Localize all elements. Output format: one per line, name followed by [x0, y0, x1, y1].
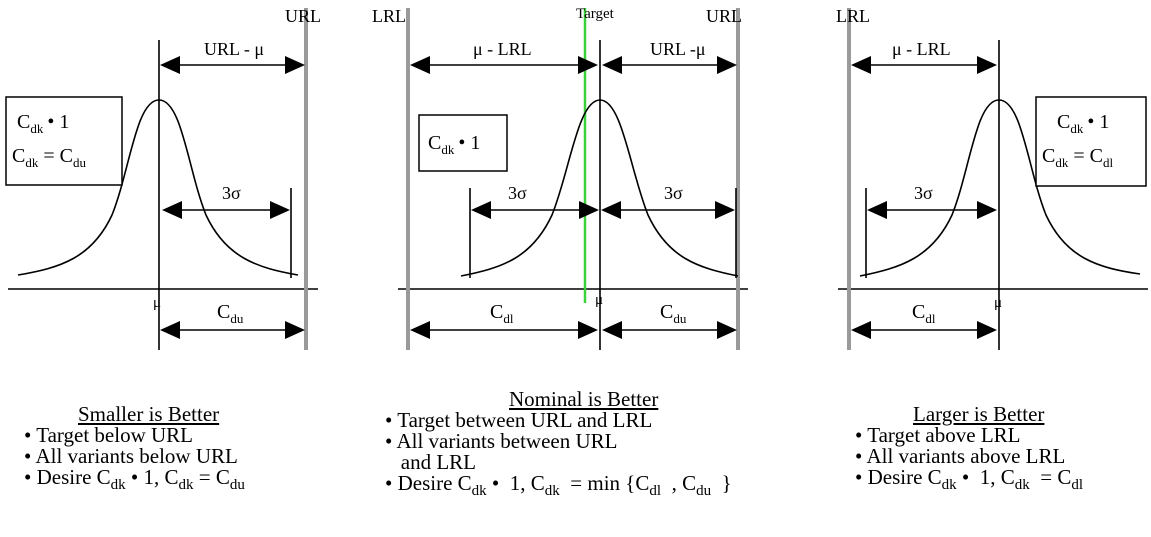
arrowhead-right: [977, 56, 997, 74]
caption-title: Larger is Better: [913, 402, 1045, 426]
caption-larger-is-better: Larger is Better • Target above LRL • Al…: [855, 402, 1084, 493]
mu-label: μ: [153, 295, 161, 311]
arrowhead-right: [977, 201, 997, 219]
caption-bullet: • All variants below URL: [24, 444, 238, 468]
box-line-2: Cdk = Cdl: [1042, 145, 1113, 170]
arrowhead-right: [578, 56, 598, 74]
arrowhead-right: [285, 321, 305, 339]
mu-minus-lrl-label: μ - LRL: [892, 39, 951, 59]
arrowhead-left: [160, 56, 180, 74]
panel-smaller-is-better: URL URL - μ 3σ μ Cdu Cdk • 1 Cdk = Cdu: [5, 6, 321, 350]
distribution-curve: [17, 99, 299, 276]
arrowhead-left: [867, 201, 887, 219]
caption-smaller-is-better: Smaller is Better • Target below URL • A…: [24, 402, 245, 493]
arrowhead-left: [602, 321, 622, 339]
panel-nominal-is-better: LRL URL Target μ - LRL URL -μ 3σ 3σ μ Cd…: [372, 6, 748, 350]
box-line-1: Cdk • 1: [428, 132, 480, 157]
box-line-1: Cdk • 1: [1057, 111, 1109, 136]
arrowhead-right: [578, 321, 598, 339]
three-sigma-label: 3σ: [914, 183, 933, 203]
caption-title: Nominal is Better: [509, 387, 659, 411]
mu-label: μ: [595, 292, 603, 308]
arrowhead-left: [851, 321, 871, 339]
arrowhead-left: [851, 56, 871, 74]
arrowhead-left: [601, 201, 621, 219]
three-sigma-label-right: 3σ: [664, 183, 683, 203]
url-label: URL: [285, 6, 321, 26]
caption-bullet: • Target between URL and LRL: [385, 408, 653, 432]
url-minus-mu-label: URL - μ: [204, 39, 264, 59]
arrowhead-left: [471, 201, 491, 219]
panel-larger-is-better: LRL μ - LRL 3σ μ Cdl Cdk • 1 Cdk = Cdl: [836, 6, 1148, 350]
arrowhead-right: [579, 201, 599, 219]
condition-box: [418, 114, 508, 172]
url-label: URL: [706, 6, 742, 26]
arrowhead-left: [160, 321, 180, 339]
caption-nominal-is-better: Nominal is Better • Target between URL a…: [385, 387, 732, 499]
cdu-label: Cdu: [660, 301, 687, 326]
cdl-label: Cdl: [490, 301, 514, 326]
arrowhead-right: [717, 56, 737, 74]
arrowhead-right: [285, 56, 305, 74]
arrowhead-right: [977, 321, 997, 339]
lrl-label: LRL: [836, 6, 870, 26]
arrowhead-left: [410, 56, 430, 74]
box-line-1: Cdk • 1: [17, 111, 69, 136]
cdu-label: Cdu: [217, 301, 244, 326]
target-label: Target: [576, 6, 615, 22]
caption-bullet-desire: • Desire Cdk • 1, Cdk = Cdu: [24, 465, 245, 493]
three-sigma-label: 3σ: [222, 183, 241, 203]
lrl-label: LRL: [372, 6, 406, 26]
box-line-2: Cdk = Cdu: [12, 145, 86, 170]
arrowhead-right: [717, 321, 737, 339]
condition-box: [1035, 96, 1147, 187]
cdl-label: Cdl: [912, 301, 936, 326]
caption-bullet: • All variants between URL: [385, 429, 618, 453]
arrowhead-right: [270, 201, 290, 219]
distribution-curve: [460, 99, 739, 277]
arrowhead-left: [162, 201, 182, 219]
condition-box: [5, 96, 123, 186]
caption-bullet: and LRL: [385, 450, 476, 474]
arrowhead-right: [715, 201, 735, 219]
distribution-curve: [859, 99, 1141, 277]
mu-label: μ: [994, 295, 1002, 311]
three-sigma-label-left: 3σ: [508, 183, 527, 203]
mu-minus-lrl-label: μ - LRL: [473, 39, 532, 59]
caption-title: Smaller is Better: [78, 402, 220, 426]
url-minus-mu-label: URL -μ: [650, 39, 705, 59]
caption-bullet-desire: • Desire Cdk • 1, Cdk = min {Cdl , Cdu }: [385, 471, 732, 499]
arrowhead-left: [410, 321, 430, 339]
arrowhead-left: [602, 56, 622, 74]
caption-bullet: • Target below URL: [24, 423, 193, 447]
caption-bullet: • Target above LRL: [855, 423, 1021, 447]
caption-bullet-desire: • Desire Cdk • 1, Cdk = Cdl: [855, 465, 1084, 493]
caption-bullet: • All variants above LRL: [855, 444, 1066, 468]
